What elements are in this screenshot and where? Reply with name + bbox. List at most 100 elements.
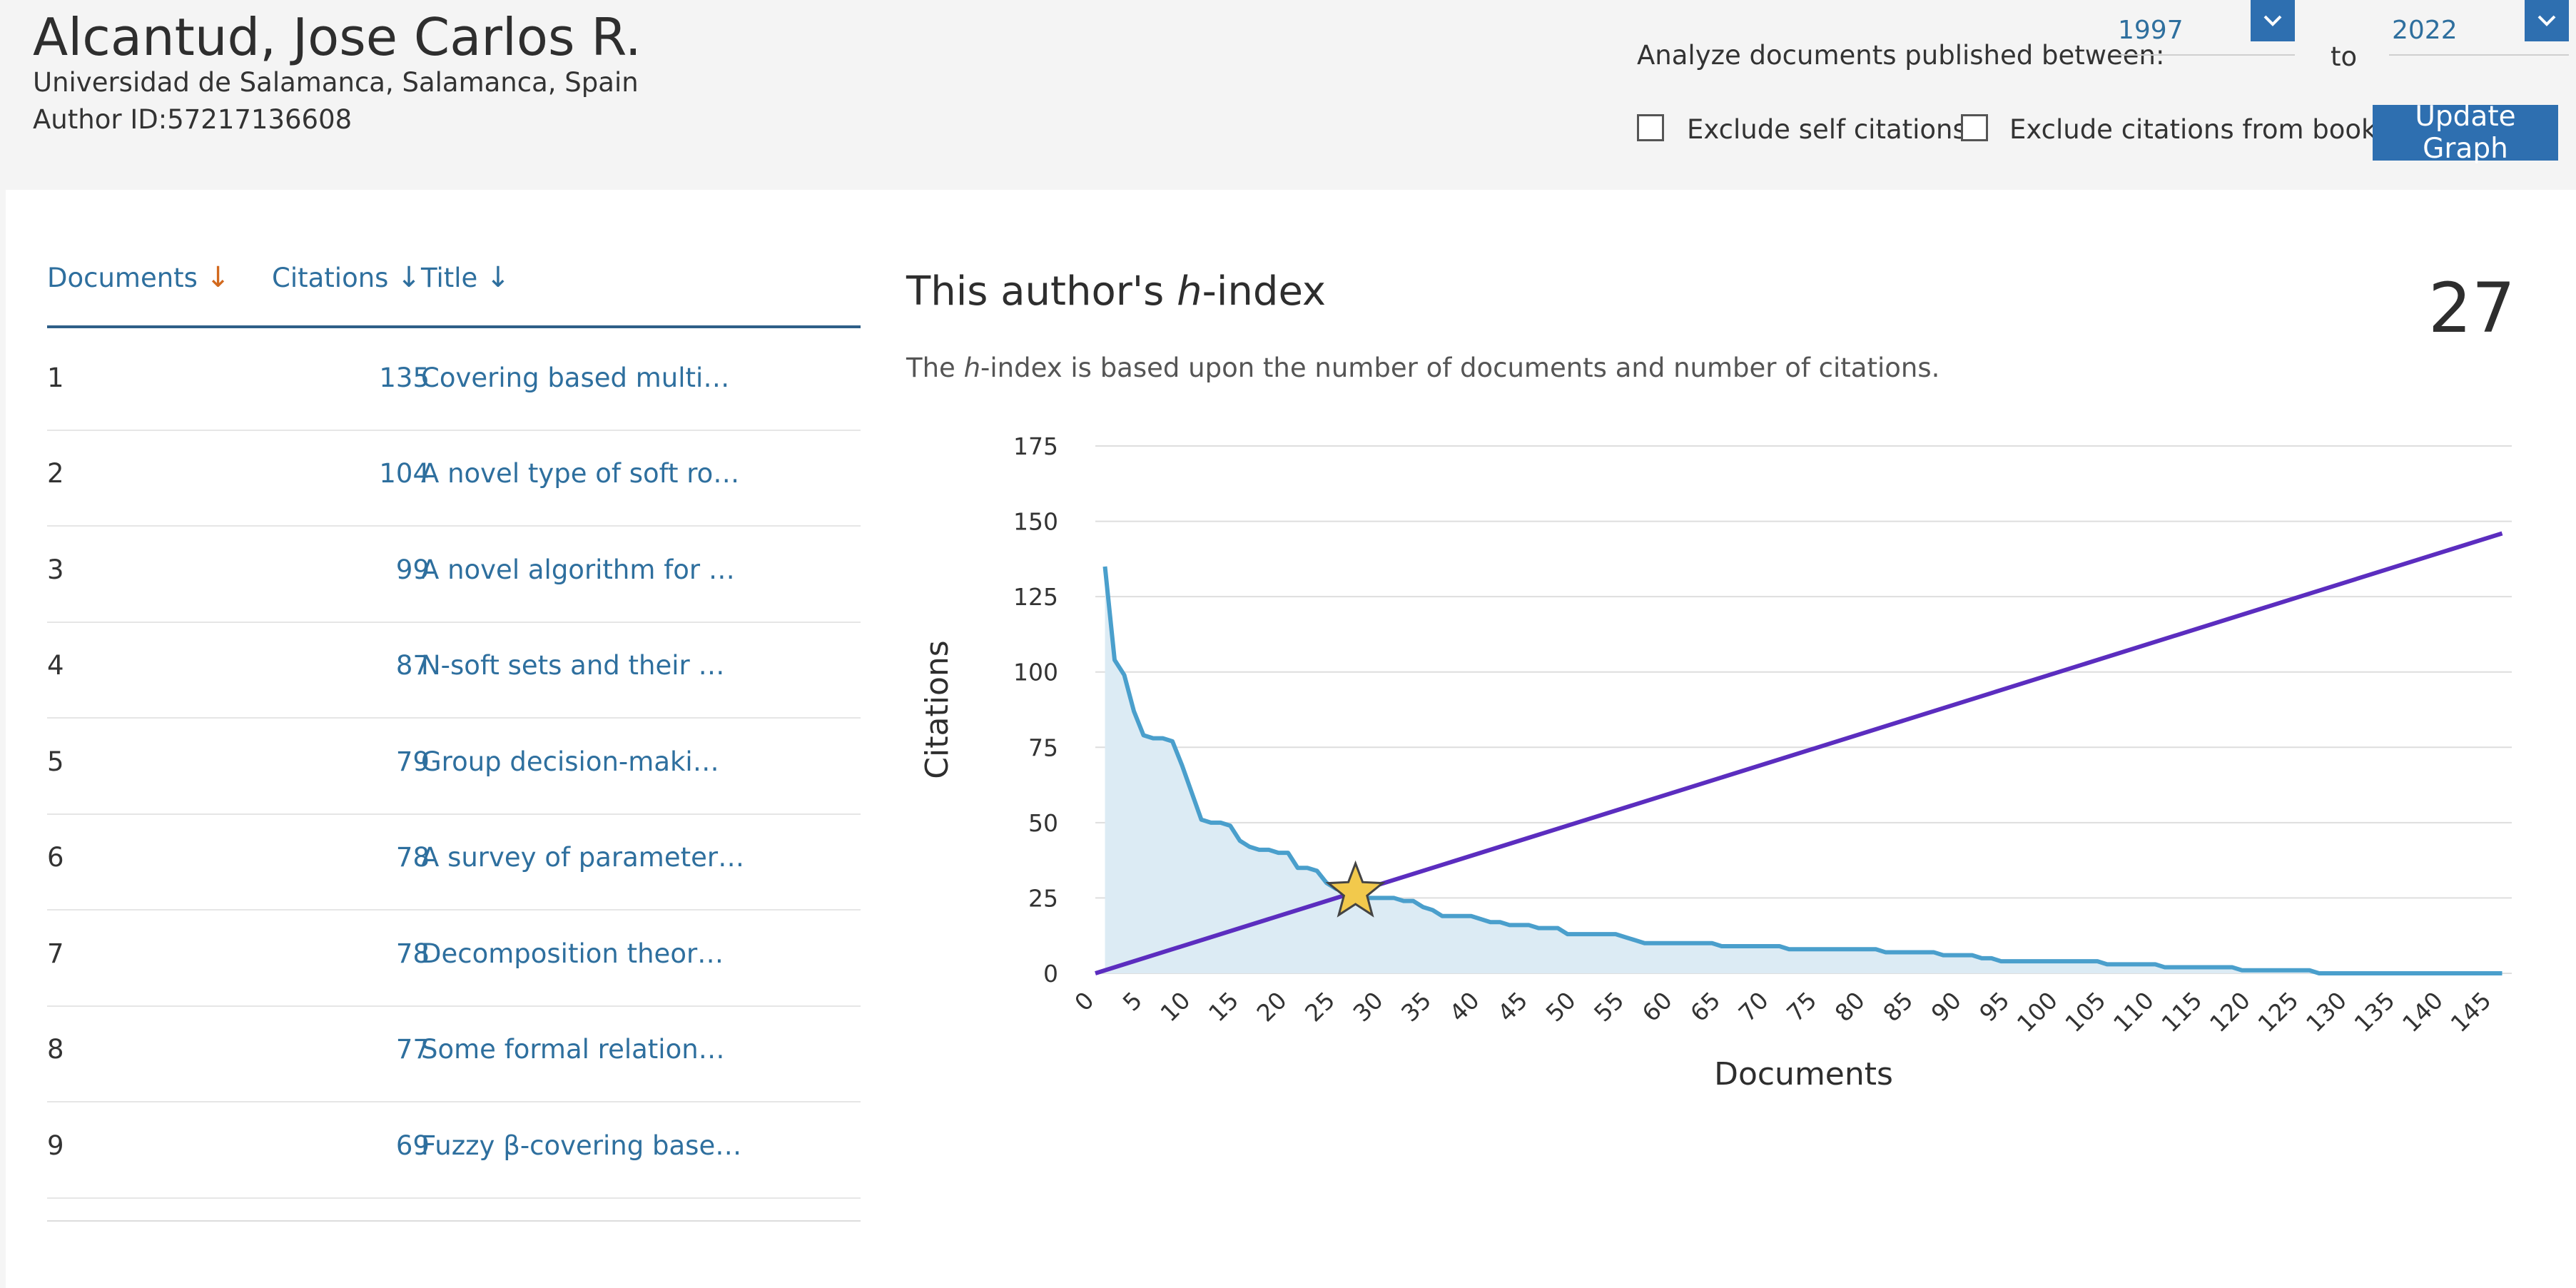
hindex-value: 27 <box>2428 268 2515 348</box>
x-tick-label: 65 <box>1685 986 1725 1027</box>
author-id: Author ID:57217136608 <box>33 104 353 135</box>
chevron-down-icon[interactable] <box>2251 0 2295 41</box>
row-rank: 3 <box>47 554 64 585</box>
hindex-title: This author's h-index <box>906 268 1326 315</box>
hindex-title-pre: This author's <box>906 268 1177 315</box>
row-rank: 2 <box>47 458 64 489</box>
y-tick-label: 125 <box>1013 583 1058 611</box>
x-tick-label: 60 <box>1637 986 1678 1027</box>
x-tick-label: 100 <box>2012 986 2063 1038</box>
hindex-desc-post: -index is based upon the number of docum… <box>980 353 1940 383</box>
row-citations[interactable]: 135 <box>379 362 430 393</box>
row-rank: 5 <box>47 746 64 777</box>
table-row: 1 135 Covering based multi… <box>47 334 861 431</box>
table-row: 9 69 Fuzzy β-covering base… <box>47 1102 861 1199</box>
row-title-link[interactable]: Some formal relation… <box>421 1034 725 1065</box>
h-index-diagonal <box>1095 531 2503 975</box>
row-citations[interactable]: 99 <box>395 554 430 585</box>
table-row: 8 77 Some formal relation… <box>47 1005 861 1102</box>
table-row: 3 99 A novel algorithm for … <box>47 526 861 623</box>
x-tick-label: 130 <box>2301 986 2352 1038</box>
content-panel <box>6 190 2576 1288</box>
sort-arrow-icon: ↓ <box>397 261 421 294</box>
x-tick-label: 55 <box>1588 986 1629 1027</box>
y-tick-label: 100 <box>1013 659 1058 686</box>
y-tick-label: 25 <box>1028 884 1058 912</box>
exclude-books-label: Exclude citations from books <box>2009 114 2390 145</box>
table-row: 7 78 Decomposition theor… <box>47 910 861 1007</box>
row-citations[interactable]: 87 <box>395 650 430 681</box>
row-title-link[interactable]: Covering based multi… <box>421 362 730 393</box>
col-header-documents[interactable]: Documents ↓ <box>47 261 230 294</box>
x-tick-label: 140 <box>2397 986 2448 1038</box>
col-header-title[interactable]: Title ↓ <box>421 261 510 294</box>
row-title-link[interactable]: A novel type of soft ro… <box>421 458 740 489</box>
from-year-select[interactable]: 1997 <box>2115 0 2295 56</box>
x-tick-label: 25 <box>1299 986 1340 1027</box>
row-title-link[interactable]: Decomposition theor… <box>421 938 724 969</box>
col-header-documents-label: Documents <box>47 263 198 293</box>
author-affiliation: Universidad de Salamanca, Salamanca, Spa… <box>33 67 639 98</box>
x-tick-label: 0 <box>1069 986 1099 1016</box>
x-tick-label: 90 <box>1926 986 1967 1027</box>
x-tick-label: 80 <box>1830 986 1870 1027</box>
to-label: to <box>2331 41 2358 72</box>
row-title-link[interactable]: Group decision-maki… <box>421 746 719 777</box>
row-title-link[interactable]: Fuzzy β-covering base… <box>421 1130 742 1161</box>
y-axis-label: Citations <box>919 640 955 779</box>
x-tick-label: 15 <box>1203 986 1244 1027</box>
date-range-label: Analyze documents published between: <box>1637 40 2165 71</box>
x-tick-label: 50 <box>1541 986 1581 1027</box>
exclude-books-checkbox[interactable] <box>1961 114 1988 141</box>
to-year-select[interactable]: 2022 <box>2389 0 2569 56</box>
sort-arrow-icon: ↓ <box>486 261 510 294</box>
row-citations[interactable]: 78 <box>395 938 430 969</box>
y-tick-label: 75 <box>1028 734 1058 761</box>
table-bottom-divider <box>47 1220 861 1222</box>
sort-arrow-icon: ↓ <box>206 261 230 294</box>
x-tick-label: 30 <box>1347 986 1388 1027</box>
y-tick-label: 150 <box>1013 508 1058 536</box>
x-tick-label: 85 <box>1877 986 1918 1027</box>
row-rank: 9 <box>47 1130 64 1161</box>
row-citations[interactable]: 69 <box>395 1130 430 1161</box>
x-tick-label: 95 <box>1974 986 2014 1027</box>
hindex-title-post: -index <box>1202 268 1327 315</box>
row-title-link[interactable]: N-soft sets and their … <box>421 650 725 681</box>
col-header-title-label: Title <box>421 263 478 293</box>
hindex-desc-h: h <box>963 353 981 383</box>
exclude-self-label: Exclude self citations <box>1687 114 1967 145</box>
table-row: 4 87 N-soft sets and their … <box>47 622 861 719</box>
table-header-divider <box>47 325 861 328</box>
citations-area <box>1105 566 2503 973</box>
author-header: Alcantud, Jose Carlos R. Universidad de … <box>0 0 2576 190</box>
row-rank: 6 <box>47 842 64 873</box>
row-rank: 4 <box>47 650 64 681</box>
x-tick-label: 115 <box>2156 986 2207 1038</box>
y-tick-label: 50 <box>1028 809 1058 837</box>
x-tick-label: 110 <box>2108 986 2159 1038</box>
chevron-down-icon[interactable] <box>2525 0 2569 41</box>
x-tick-label: 75 <box>1781 986 1822 1027</box>
col-header-citations[interactable]: Citations ↓ <box>272 261 421 294</box>
author-name: Alcantud, Jose Carlos R. <box>33 7 642 67</box>
row-title-link[interactable]: A survey of parameter… <box>421 842 745 873</box>
x-tick-label: 120 <box>2204 986 2256 1038</box>
row-title-link[interactable]: A novel algorithm for … <box>421 554 735 585</box>
row-citations[interactable]: 104 <box>379 458 430 489</box>
x-tick-label: 10 <box>1155 986 1195 1027</box>
exclude-self-checkbox[interactable] <box>1637 114 1664 141</box>
row-citations[interactable]: 79 <box>395 746 430 777</box>
x-tick-label: 105 <box>2059 986 2111 1038</box>
row-rank: 1 <box>47 362 64 393</box>
row-rank: 8 <box>47 1034 64 1065</box>
hindex-description: The h-index is based upon the number of … <box>906 353 1939 383</box>
x-axis-label: Documents <box>1714 1056 1893 1092</box>
hindex-desc-pre: The <box>906 353 964 383</box>
row-citations[interactable]: 77 <box>395 1034 430 1065</box>
x-tick-label: 5 <box>1117 986 1147 1016</box>
hindex-title-h: h <box>1177 268 1202 315</box>
row-citations[interactable]: 78 <box>395 842 430 873</box>
update-graph-button[interactable]: Update Graph <box>2373 101 2558 165</box>
